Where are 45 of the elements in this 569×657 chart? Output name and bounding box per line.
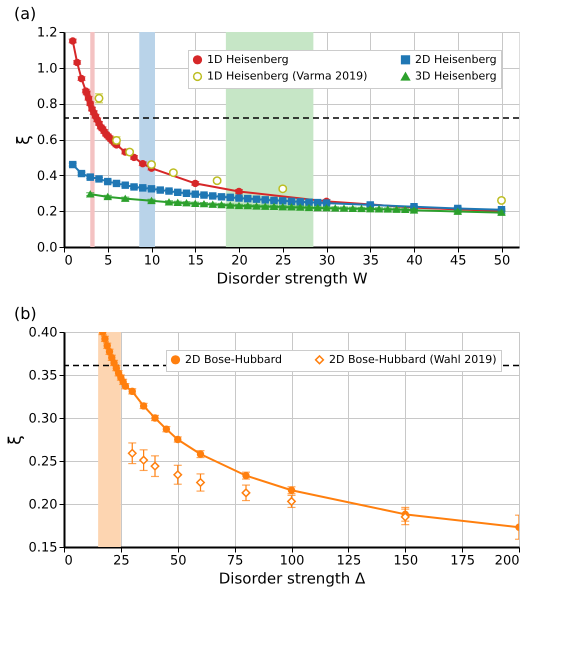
x-tick-label: 200 [494, 554, 520, 568]
legend-label: 3D Heisenberg [415, 70, 497, 82]
x-tick-label: 45 [450, 254, 467, 268]
y-tick-label: 0.20 [28, 498, 58, 512]
legend-label: 2D Heisenberg [415, 52, 497, 66]
y-tick-label: 0.2 [36, 204, 58, 220]
x-tick-label: 10 [144, 254, 160, 268]
legend-label: 2D Bose-Hubbard (Wahl 2019) [329, 352, 496, 366]
y-axis-title: ξ [6, 435, 26, 445]
x-tick-label: 75 [226, 554, 244, 568]
y-tick-label: 0.8 [36, 97, 58, 112]
y-tick-label: 0.0 [36, 240, 58, 256]
x-tick-label: 35 [362, 254, 380, 268]
y-axis-title: ξ [14, 135, 34, 145]
x-tick-label: 150 [393, 554, 418, 568]
x-axis-title: Disorder strength W [216, 270, 368, 288]
x-tick-label: 20 [231, 254, 248, 268]
y-tick-label: 0.40 [28, 326, 58, 340]
y-tick-label: 0.4 [36, 168, 58, 184]
y-tick-label: 0.6 [36, 133, 58, 148]
x-tick-label: 175 [450, 554, 476, 568]
x-tick-label: 25 [274, 254, 292, 268]
x-tick-label: 50 [494, 254, 510, 268]
y-tick-label: 0.15 [28, 540, 58, 556]
chart-title: (b) [14, 304, 37, 323]
x-tick-label: 100 [280, 554, 304, 568]
x-tick-label: 125 [336, 554, 362, 568]
x-tick-label: 40 [406, 254, 423, 268]
x-tick-label: 50 [170, 554, 187, 568]
legend-label: 1D Heisenberg (Varma 2019) [207, 70, 368, 82]
x-tick-label: 0 [64, 554, 73, 568]
y-tick-label: 1.0 [36, 61, 58, 76]
x-tick-label: 5 [104, 254, 112, 268]
legend-label: 1D Heisenberg [207, 52, 289, 66]
y-tick-label: 0.25 [28, 454, 58, 470]
y-tick-label: 0.30 [28, 412, 58, 426]
y-tick-label: 0.35 [28, 368, 58, 384]
x-axis-title: Disorder strength Δ [218, 570, 366, 588]
chart-title: (a) [14, 4, 36, 23]
x-tick-label: 30 [318, 254, 336, 268]
x-tick-label: 25 [113, 554, 130, 568]
legend-label: 2D Bose-Hubbard [185, 352, 282, 366]
x-tick-label: 15 [187, 254, 204, 268]
x-tick-label: 0 [64, 254, 73, 268]
y-tick-label: 1.2 [36, 26, 58, 40]
